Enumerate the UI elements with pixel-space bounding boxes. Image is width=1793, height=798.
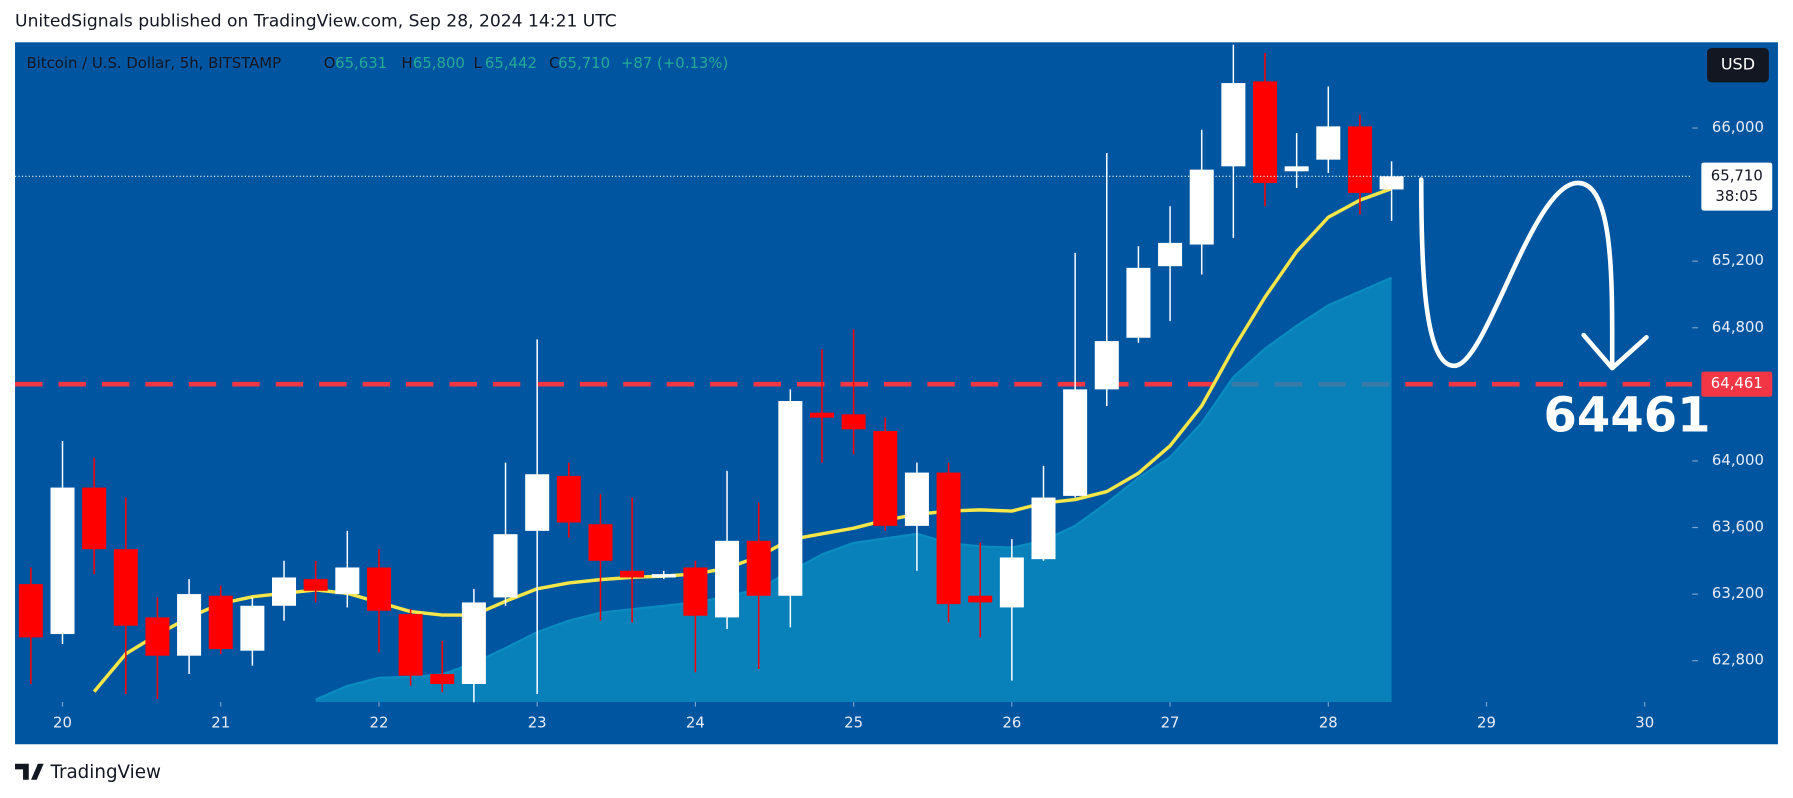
y-tick-label: 63,200 — [1712, 584, 1764, 602]
legend-key: H — [401, 54, 412, 72]
level-box — [1701, 371, 1773, 397]
legend-value: 65,710 — [558, 54, 610, 72]
candle-body — [461, 602, 486, 684]
legend-symbol: Bitcoin / U.S. Dollar, 5h, BITSTAMP — [26, 54, 281, 72]
plot-layer: Bitcoin / U.S. Dollar, 5h, BITSTAMP O 65,6… — [15, 44, 1773, 732]
area-fill — [315, 277, 1392, 702]
candle-body — [335, 567, 360, 595]
candle-body — [366, 567, 391, 611]
x-tick-label: 27 — [1161, 714, 1180, 732]
x-tick-label: 29 — [1477, 714, 1496, 732]
y-tick-label: 63,600 — [1712, 518, 1764, 536]
x-tick-label: 28 — [1319, 714, 1338, 732]
candle-body — [904, 472, 929, 526]
legend-value: 65,800 — [413, 54, 465, 72]
x-tick-label: 26 — [1002, 714, 1021, 732]
x-tick-label: 20 — [53, 714, 72, 732]
x-tick-label: 23 — [528, 714, 547, 732]
x-tick-label: 25 — [844, 714, 863, 732]
legend-key: L — [473, 54, 482, 72]
candle-body — [145, 617, 170, 656]
publisher-line: UnitedSignals published on TradingView.c… — [15, 12, 617, 32]
candle-body — [177, 594, 202, 656]
legend-value: 65,631 — [335, 54, 387, 72]
candle-body — [208, 595, 233, 650]
candle-body — [1158, 242, 1183, 267]
legend-key: O — [324, 54, 336, 72]
candle-body — [1126, 267, 1151, 338]
legend-key: C — [549, 54, 559, 72]
candle-body — [1347, 126, 1372, 193]
candle-body — [1379, 176, 1404, 190]
last-price-label: 65,710 — [1711, 166, 1763, 184]
candle-body — [778, 401, 803, 596]
candle-body — [50, 487, 75, 635]
candle-body — [809, 412, 834, 418]
currency-label: USD — [1721, 55, 1755, 74]
legend-change: +87 (+0.13%) — [621, 54, 728, 72]
brand: TradingView — [49, 762, 161, 783]
candle-body — [999, 557, 1024, 608]
area-line — [315, 276, 1393, 701]
candle-body — [272, 577, 297, 606]
candle-body — [303, 579, 328, 591]
candle-body — [968, 595, 993, 603]
drawn-arrow — [1418, 177, 1615, 369]
candle-body — [1253, 81, 1278, 183]
last-price-box — [1701, 162, 1773, 211]
candle-body — [746, 540, 771, 596]
y-tick-label: 66,000 — [1712, 118, 1764, 136]
countdown-label: 38:05 — [1715, 187, 1758, 205]
footer-logo: TradingView — [15, 762, 161, 783]
candle-body — [715, 540, 740, 618]
candle-body — [525, 474, 550, 531]
candle-body — [556, 475, 581, 523]
candle-body — [113, 549, 138, 626]
currency-button[interactable] — [1707, 48, 1769, 83]
logo-icon — [15, 763, 44, 780]
candle-body — [430, 674, 455, 684]
legend-value: 65,442 — [485, 54, 537, 72]
candle-body — [1189, 169, 1214, 245]
candle-body — [1316, 126, 1341, 160]
y-tick-label: 65,200 — [1712, 251, 1764, 269]
candle-body — [588, 524, 613, 561]
x-tick-label: 24 — [686, 714, 705, 732]
candle-body — [1094, 341, 1119, 390]
candle-body — [398, 614, 423, 676]
candle-body — [683, 567, 708, 616]
y-tick-label: 62,800 — [1712, 651, 1764, 669]
candle-body — [1031, 497, 1056, 560]
candle-body — [18, 584, 43, 638]
y-tick-label: 64,800 — [1712, 318, 1764, 336]
candle-body — [82, 487, 107, 550]
x-tick-label: 21 — [211, 714, 230, 732]
y-tick-label: 64,000 — [1712, 451, 1764, 469]
candle-body — [1221, 83, 1246, 167]
candle-body — [841, 414, 866, 430]
candle-body — [1063, 389, 1088, 496]
candle-body — [620, 570, 645, 578]
candle-body — [936, 472, 961, 605]
level-annotation: 64461 — [1544, 387, 1711, 443]
x-tick-label: 22 — [369, 714, 388, 732]
arrow-head — [1581, 332, 1649, 371]
candle-body — [651, 574, 676, 578]
x-tick-label: 30 — [1635, 714, 1654, 732]
candle-body — [493, 534, 518, 598]
candle-body — [1284, 166, 1309, 172]
candle-body — [873, 430, 898, 526]
level-label: 64,461 — [1711, 374, 1763, 392]
candle-body — [240, 605, 265, 651]
